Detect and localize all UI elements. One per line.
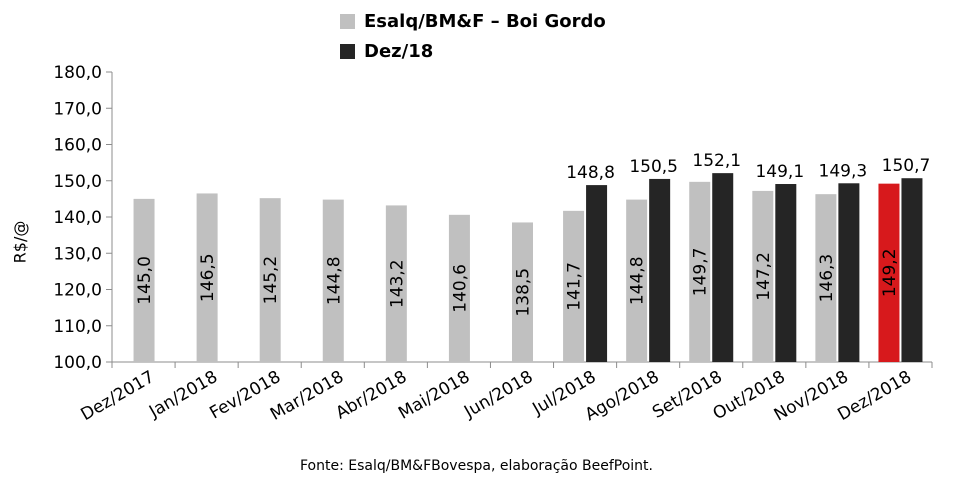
- legend-item-series-1: Esalq/BM&F – Boi Gordo: [340, 6, 606, 36]
- bars: [133, 173, 923, 362]
- bar-series-2: [712, 173, 734, 362]
- x-tick-label: Abr/2018: [332, 367, 410, 424]
- y-tick-label: 100,0: [53, 353, 102, 373]
- bar-series-1: [196, 193, 218, 362]
- y-tick-label: 130,0: [53, 244, 102, 264]
- bar-series-1: [322, 199, 344, 362]
- data-label-series-1: 140,6: [450, 264, 470, 313]
- legend-item-series-2: Dez/18: [340, 36, 606, 66]
- bar-series-2: [901, 178, 923, 362]
- source-note: Fonte: Esalq/BM&FBovespa, elaboração Bee…: [300, 458, 653, 474]
- data-label-series-2: 149,3: [819, 161, 868, 181]
- bar-series-2: [586, 185, 608, 362]
- data-label-series-1: 141,7: [565, 262, 585, 311]
- x-tick-label: Mai/2018: [395, 367, 473, 424]
- bar-series-1: [878, 183, 900, 362]
- x-tick-label: Jun/2018: [460, 367, 536, 423]
- data-label-series-2: 148,8: [566, 163, 615, 183]
- legend: Esalq/BM&F – Boi Gordo Dez/18: [340, 6, 606, 66]
- data-label-series-1: 149,2: [880, 248, 900, 297]
- y-tick-label: 140,0: [53, 208, 102, 228]
- bar-series-1: [752, 190, 774, 362]
- bar-series-1: [626, 199, 648, 362]
- data-label-series-1: 146,5: [198, 253, 218, 302]
- legend-label-series-2: Dez/18: [364, 40, 434, 62]
- bar-series-1: [512, 222, 533, 362]
- data-label-series-2: 149,1: [755, 162, 804, 182]
- bar-series-2: [838, 183, 860, 362]
- data-label-series-1: 145,0: [135, 256, 155, 305]
- y-tick-label: 160,0: [53, 136, 102, 156]
- data-label-series-2: 150,5: [629, 157, 678, 177]
- data-label-series-2: 152,1: [692, 151, 741, 171]
- bar-series-1: [448, 214, 470, 362]
- legend-swatch-series-2: [340, 43, 355, 59]
- x-tick-label: Jan/2018: [145, 367, 221, 422]
- data-label-series-1: 145,2: [261, 256, 281, 305]
- y-tick-label: 170,0: [53, 99, 102, 119]
- bar-series-1: [689, 181, 711, 362]
- bar-series-1: [385, 205, 407, 362]
- data-label-series-1: 149,7: [691, 248, 711, 297]
- bar-series-1: [563, 210, 585, 362]
- data-label-series-1: 143,2: [387, 259, 407, 308]
- data-label-series-1: 147,2: [754, 252, 774, 301]
- data-label-series-1: 144,8: [324, 256, 344, 305]
- bar-series-1: [259, 198, 281, 362]
- data-labels: 145,0 146,5 145,2 144,8 143,2 140,6 138,5 141,7…: [135, 151, 930, 316]
- y-tick-label: 120,0: [53, 281, 102, 301]
- bar-series-2: [775, 184, 797, 362]
- data-label-series-1: 138,5: [514, 268, 534, 317]
- bar-series-2: [649, 178, 671, 362]
- y-axis-label: R$/@: [10, 220, 30, 264]
- bar-series-1: [815, 194, 837, 362]
- legend-label-series-1: Esalq/BM&F – Boi Gordo: [364, 10, 606, 32]
- bar-series-1: [133, 198, 155, 362]
- y-tick-label: 110,0: [53, 317, 102, 337]
- legend-swatch-series-1: [340, 13, 355, 29]
- y-tick-label: 150,0: [53, 172, 102, 192]
- x-tick-label: Dez/2017: [77, 367, 158, 425]
- y-tick-label: 180,0: [53, 63, 102, 83]
- data-label-series-2: 150,7: [882, 156, 931, 176]
- data-label-series-1: 144,8: [628, 256, 648, 305]
- data-label-series-1: 146,3: [817, 254, 837, 303]
